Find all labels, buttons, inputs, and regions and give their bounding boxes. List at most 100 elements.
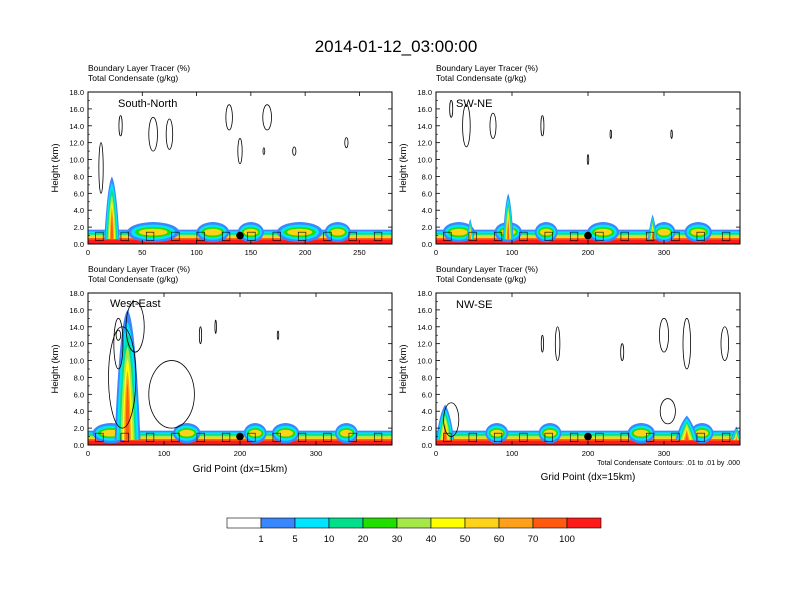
panel-subtitle-1: Boundary Layer Tracer (%): [436, 264, 538, 274]
panel-label: SW-NE: [456, 98, 492, 110]
plume-layer: [110, 212, 114, 239]
y-tick-label: 18.0: [69, 289, 84, 298]
y-tick-label: 0.0: [422, 441, 432, 450]
condensate-contour: [620, 343, 625, 361]
x-tick-label: 300: [310, 449, 323, 458]
condensate-contour: [659, 398, 676, 425]
panel-label: West-East: [110, 298, 161, 310]
y-tick-label: 10.0: [69, 156, 84, 165]
x-tick-label: 50: [138, 248, 146, 257]
condensate-contour: [272, 432, 281, 442]
condensate-contour: [95, 432, 104, 442]
panels: Boundary Layer Tracer (%)Total Condensat…: [50, 63, 741, 483]
condensate-contour: [247, 231, 256, 241]
y-tick-label: 6.0: [74, 390, 84, 399]
condensate-contour: [247, 432, 256, 442]
location-marker: [584, 231, 592, 240]
condensate-contour: [171, 231, 180, 241]
condensate-contour: [165, 118, 174, 150]
y-tick-label: 8.0: [74, 172, 84, 181]
y-tick-label: 18.0: [417, 289, 432, 298]
panel-2: Boundary Layer Tracer (%)Total Condensat…: [50, 264, 393, 475]
y-tick-label: 8.0: [74, 373, 84, 382]
x-tick-label: 250: [353, 248, 366, 257]
x-tick-label: 100: [506, 248, 519, 257]
y-tick-label: 16.0: [417, 105, 432, 114]
condensate-contour: [348, 432, 357, 442]
condensate-contour: [225, 104, 233, 131]
condensate-contour: [620, 231, 629, 241]
surface-bump: [450, 228, 468, 236]
condensate-contour: [323, 231, 332, 241]
plume-layer: [684, 431, 689, 440]
colorbar-label: 60: [494, 534, 505, 545]
condensate-contour: [449, 100, 454, 118]
condensate-contour: [98, 142, 104, 194]
y-tick-label: 16.0: [417, 306, 432, 315]
panel-subtitle-2: Total Condensate (g/kg): [436, 73, 526, 83]
condensate-contour: [462, 104, 471, 148]
condensate-contour: [620, 432, 629, 442]
condensate-contour: [721, 231, 731, 241]
panel-subtitle-1: Boundary Layer Tracer (%): [88, 264, 190, 274]
colorbar-box: [396, 517, 432, 529]
condensate-contour: [221, 432, 231, 442]
condensate-contour: [297, 231, 307, 241]
condensate-contour: [519, 432, 528, 442]
colorbar-label: 70: [528, 534, 539, 545]
condensate-contour: [519, 231, 528, 241]
condensate-contour: [348, 231, 357, 241]
y-tick-label: 6.0: [74, 189, 84, 198]
condensate-contour: [221, 231, 231, 241]
condensate-contour: [609, 129, 612, 139]
condensate-contour: [659, 317, 669, 353]
condensate-contour: [297, 432, 307, 442]
condensate-contour: [493, 231, 503, 241]
surface-bump: [657, 228, 671, 236]
condensate-contour: [721, 432, 731, 442]
condensate-contour: [292, 146, 297, 156]
colorbar-box: [430, 517, 466, 529]
condensate-contour: [540, 115, 545, 137]
plume-layer: [735, 436, 738, 442]
x-tick-label: 300: [658, 248, 671, 257]
condensate-contour: [196, 432, 205, 442]
tracer-field: [88, 301, 392, 445]
plot-frame: [435, 292, 741, 446]
y-axis-label: Height (km): [398, 344, 409, 393]
panel-subtitle-1: Boundary Layer Tracer (%): [436, 63, 538, 73]
condensate-contour: [95, 231, 104, 241]
x-tick-label: 0: [86, 248, 90, 257]
plume-layer: [651, 230, 654, 239]
condensate-contour: [171, 432, 180, 442]
x-tick-label: 0: [86, 449, 90, 458]
condensate-contour: [323, 432, 332, 442]
colorbar-label: 100: [559, 534, 575, 545]
condensate-contour: [214, 319, 217, 334]
condensate-contour: [595, 231, 604, 241]
y-tick-label: 2.0: [422, 424, 432, 433]
condensate-contour: [671, 231, 680, 241]
condensate-contour: [145, 231, 155, 241]
x-axis-label: Grid Point (dx=15km): [193, 464, 288, 475]
x-tick-label: 100: [158, 449, 171, 458]
condensate-contour: [118, 115, 123, 137]
x-tick-label: 200: [299, 248, 312, 257]
y-tick-label: 4.0: [422, 407, 432, 416]
colorbar-box: [260, 517, 296, 529]
y-tick-label: 2.0: [74, 223, 84, 232]
panel-subtitle-2: Total Condensate (g/kg): [436, 274, 526, 284]
tracer-field: [88, 104, 392, 244]
panel-label: South-North: [118, 98, 177, 110]
y-tick-label: 18.0: [69, 88, 84, 97]
condensate-contour: [148, 360, 195, 429]
colorbar-box: [498, 517, 534, 529]
surface-bump: [203, 228, 222, 236]
panel-label: NW-SE: [456, 299, 492, 311]
surface-bump: [330, 228, 345, 236]
condensate-contour: [493, 432, 503, 442]
y-tick-label: 4.0: [422, 206, 432, 215]
condensate-contour: [262, 104, 272, 131]
colorbar-box: [226, 517, 262, 529]
